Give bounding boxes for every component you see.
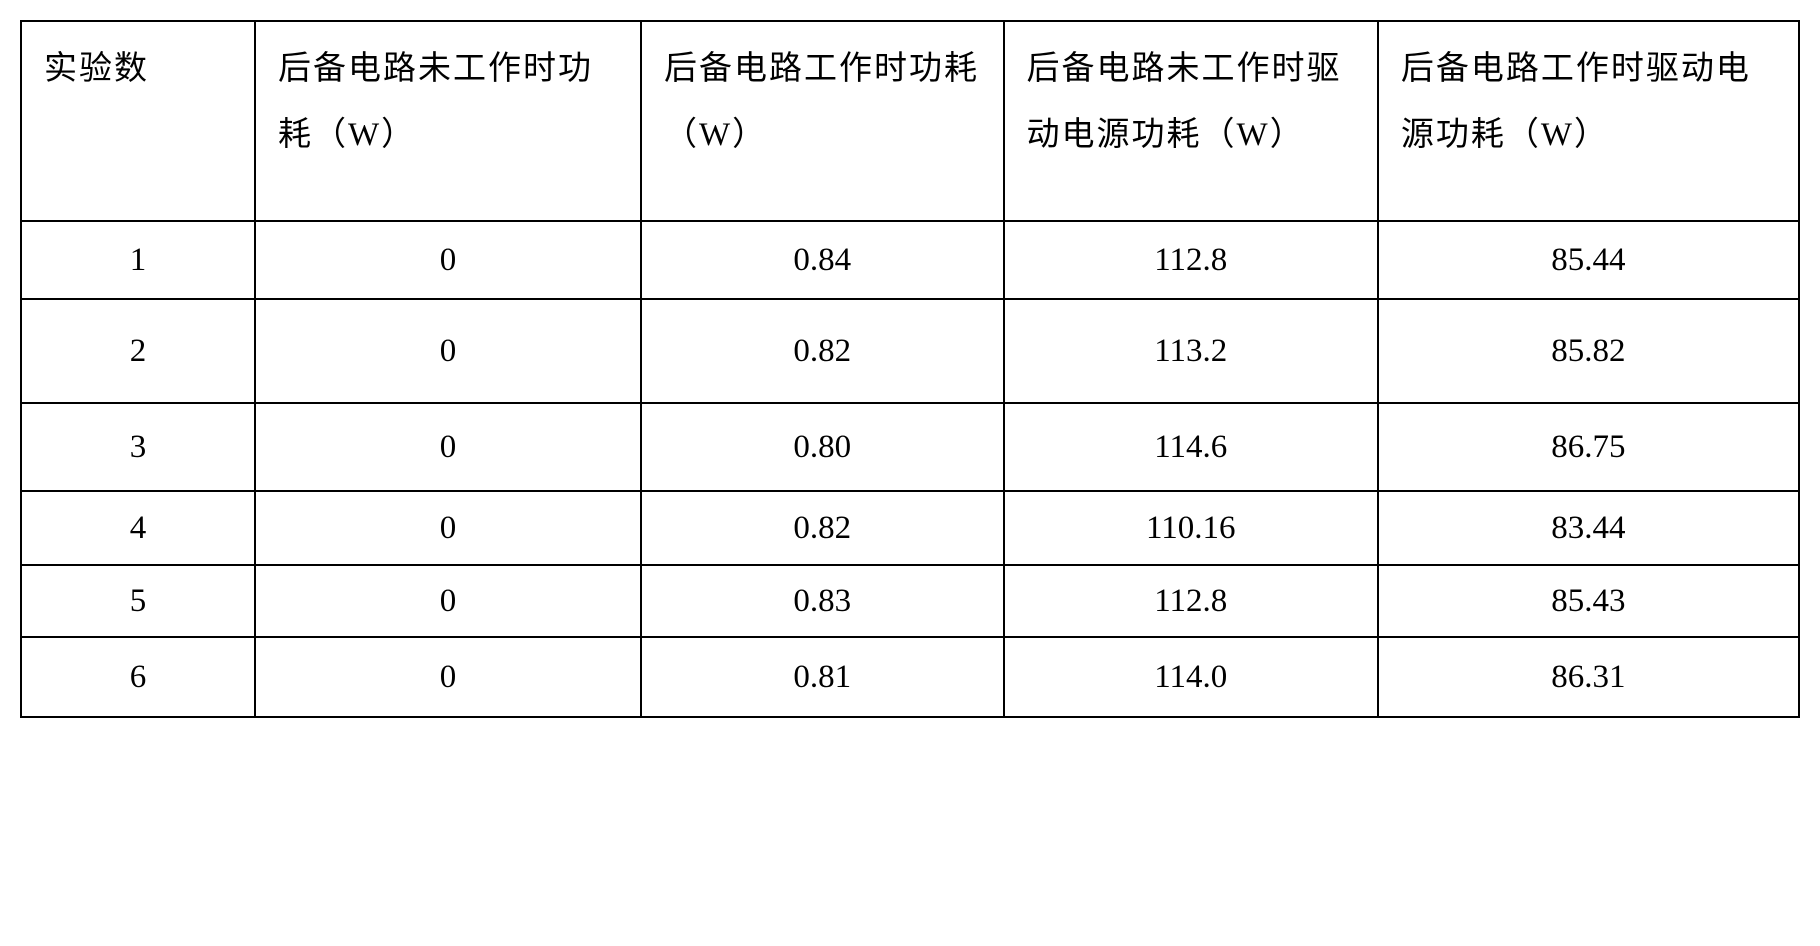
cell-value: 86.31 (1378, 637, 1799, 717)
cell-value: 0 (255, 637, 641, 717)
cell-value: 112.8 (1004, 565, 1378, 637)
cell-value: 86.75 (1378, 403, 1799, 491)
cell-value: 0.83 (641, 565, 1004, 637)
header-cell-backup-on-drive-power: 后备电路工作时驱动电源功耗（W） (1378, 21, 1799, 221)
header-cell-backup-on-power: 后备电路工作时功耗（W） (641, 21, 1004, 221)
cell-value: 83.44 (1378, 491, 1799, 565)
cell-value: 85.44 (1378, 221, 1799, 299)
cell-value: 0.84 (641, 221, 1004, 299)
table-row: 3 0 0.80 114.6 86.75 (21, 403, 1799, 491)
data-table: 实验数 后备电路未工作时功耗（W） 后备电路工作时功耗（W） 后备电路未工作时驱… (20, 20, 1800, 718)
cell-experiment: 1 (21, 221, 255, 299)
header-label: 后备电路工作时功耗（W） (642, 22, 1003, 182)
header-cell-backup-off-power: 后备电路未工作时功耗（W） (255, 21, 641, 221)
cell-value: 0.81 (641, 637, 1004, 717)
cell-value: 114.6 (1004, 403, 1378, 491)
table-row: 5 0 0.83 112.8 85.43 (21, 565, 1799, 637)
cell-value: 114.0 (1004, 637, 1378, 717)
cell-experiment: 5 (21, 565, 255, 637)
cell-value: 0 (255, 491, 641, 565)
cell-value: 0 (255, 299, 641, 403)
header-row: 实验数 后备电路未工作时功耗（W） 后备电路工作时功耗（W） 后备电路未工作时驱… (21, 21, 1799, 221)
header-cell-experiment: 实验数 (21, 21, 255, 221)
table-row: 6 0 0.81 114.0 86.31 (21, 637, 1799, 717)
cell-value: 0 (255, 403, 641, 491)
header-label: 后备电路未工作时驱动电源功耗（W） (1005, 22, 1377, 182)
cell-value: 0.82 (641, 491, 1004, 565)
header-cell-backup-off-drive-power: 后备电路未工作时驱动电源功耗（W） (1004, 21, 1378, 221)
cell-value: 0.82 (641, 299, 1004, 403)
cell-value: 0.80 (641, 403, 1004, 491)
cell-value: 112.8 (1004, 221, 1378, 299)
cell-experiment: 2 (21, 299, 255, 403)
cell-value: 85.43 (1378, 565, 1799, 637)
cell-value: 113.2 (1004, 299, 1378, 403)
table-row: 2 0 0.82 113.2 85.82 (21, 299, 1799, 403)
table-body: 1 0 0.84 112.8 85.44 2 0 0.82 113.2 85.8… (21, 221, 1799, 717)
cell-value: 110.16 (1004, 491, 1378, 565)
table-header: 实验数 后备电路未工作时功耗（W） 后备电路工作时功耗（W） 后备电路未工作时驱… (21, 21, 1799, 221)
cell-value: 85.82 (1378, 299, 1799, 403)
header-label: 后备电路未工作时功耗（W） (256, 22, 640, 182)
header-label: 实验数 (22, 22, 254, 116)
header-label: 后备电路工作时驱动电源功耗（W） (1379, 22, 1798, 182)
table-row: 1 0 0.84 112.8 85.44 (21, 221, 1799, 299)
cell-value: 0 (255, 565, 641, 637)
cell-experiment: 6 (21, 637, 255, 717)
cell-experiment: 3 (21, 403, 255, 491)
cell-value: 0 (255, 221, 641, 299)
table-row: 4 0 0.82 110.16 83.44 (21, 491, 1799, 565)
cell-experiment: 4 (21, 491, 255, 565)
